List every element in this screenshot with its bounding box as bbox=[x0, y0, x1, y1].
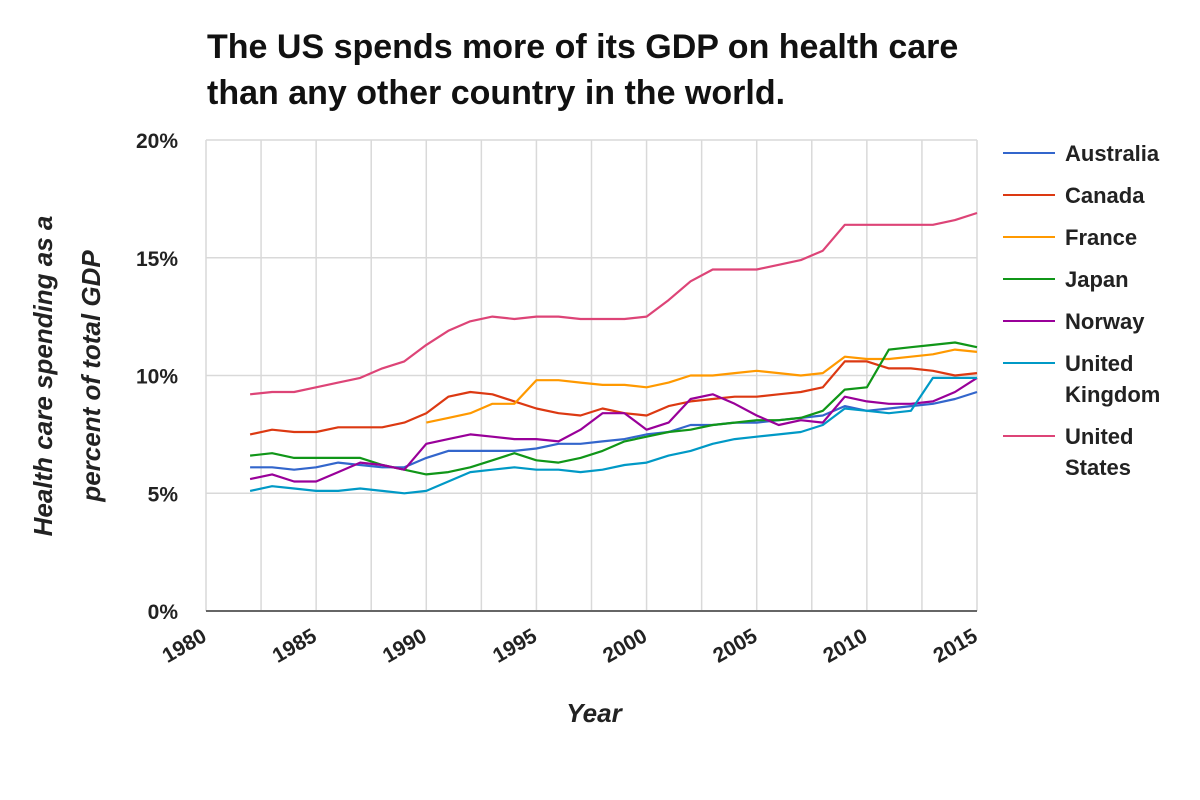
series-line-australia bbox=[250, 390, 978, 471]
legend-item-united-states: United States bbox=[1003, 421, 1193, 483]
series-line-canada bbox=[249, 360, 978, 436]
legend-label: United States bbox=[1065, 424, 1134, 480]
legend-label: France bbox=[1065, 225, 1138, 250]
legend-swatch bbox=[1003, 435, 1055, 437]
legend-item-norway: Norway bbox=[1003, 306, 1193, 337]
x-tick-label: 1995 bbox=[489, 624, 541, 667]
legend-swatch bbox=[1003, 152, 1055, 154]
series-lines bbox=[249, 211, 978, 495]
legend-label: Canada bbox=[1065, 183, 1145, 208]
legend: Australia Canada France Japan Norway United K… bbox=[1003, 138, 1193, 494]
series-line-japan bbox=[249, 341, 978, 476]
y-tick-label: 0% bbox=[148, 601, 179, 624]
legend-label: United Kingdom bbox=[1065, 351, 1161, 407]
series-line-united-states bbox=[249, 211, 978, 396]
y-tick-label: 10% bbox=[136, 366, 178, 389]
y-tick-label: 20% bbox=[136, 130, 178, 153]
legend-swatch bbox=[1003, 362, 1055, 364]
x-axis-label: Year bbox=[566, 698, 623, 728]
legend-item-united-kingdom: United Kingdom bbox=[1003, 348, 1193, 410]
y-tick-label: 5% bbox=[148, 483, 179, 506]
series-line-france bbox=[426, 348, 978, 424]
legend-label: Japan bbox=[1065, 267, 1129, 292]
series-line-norway bbox=[249, 376, 978, 483]
x-tick-label: 1985 bbox=[269, 624, 321, 667]
x-tick-label: 1980 bbox=[159, 624, 211, 667]
x-tick-label: 2005 bbox=[709, 624, 761, 667]
chart-title: The US spends more of its GDP on health … bbox=[207, 28, 959, 112]
legend-swatch bbox=[1003, 278, 1055, 280]
x-axis-ticks: 1980 1985 1990 1995 2000 2005 2010 2015 bbox=[159, 624, 982, 667]
gridlines bbox=[205, 139, 978, 612]
x-tick-label: 2010 bbox=[819, 624, 871, 667]
legend-item-canada: Canada bbox=[1003, 180, 1193, 211]
y-axis-label-line2: percent of total GDP bbox=[76, 250, 106, 503]
legend-label: Australia bbox=[1065, 141, 1160, 166]
y-axis-ticks: 0% 5% 10% 15% 20% bbox=[136, 130, 178, 624]
legend-swatch bbox=[1003, 236, 1055, 238]
x-tick-label: 2015 bbox=[930, 624, 982, 667]
legend-swatch bbox=[1003, 320, 1055, 322]
x-tick-label: 2000 bbox=[599, 624, 651, 667]
y-axis-label-line1: Health care spending as a bbox=[28, 216, 58, 537]
legend-label: Norway bbox=[1065, 309, 1145, 334]
legend-item-france: France bbox=[1003, 222, 1193, 253]
legend-swatch bbox=[1003, 194, 1055, 196]
y-tick-label: 15% bbox=[136, 248, 178, 271]
x-tick-label: 1990 bbox=[379, 624, 431, 667]
legend-item-australia: Australia bbox=[1003, 138, 1193, 169]
legend-item-japan: Japan bbox=[1003, 264, 1193, 295]
series-line-united-kingdom bbox=[249, 376, 977, 495]
